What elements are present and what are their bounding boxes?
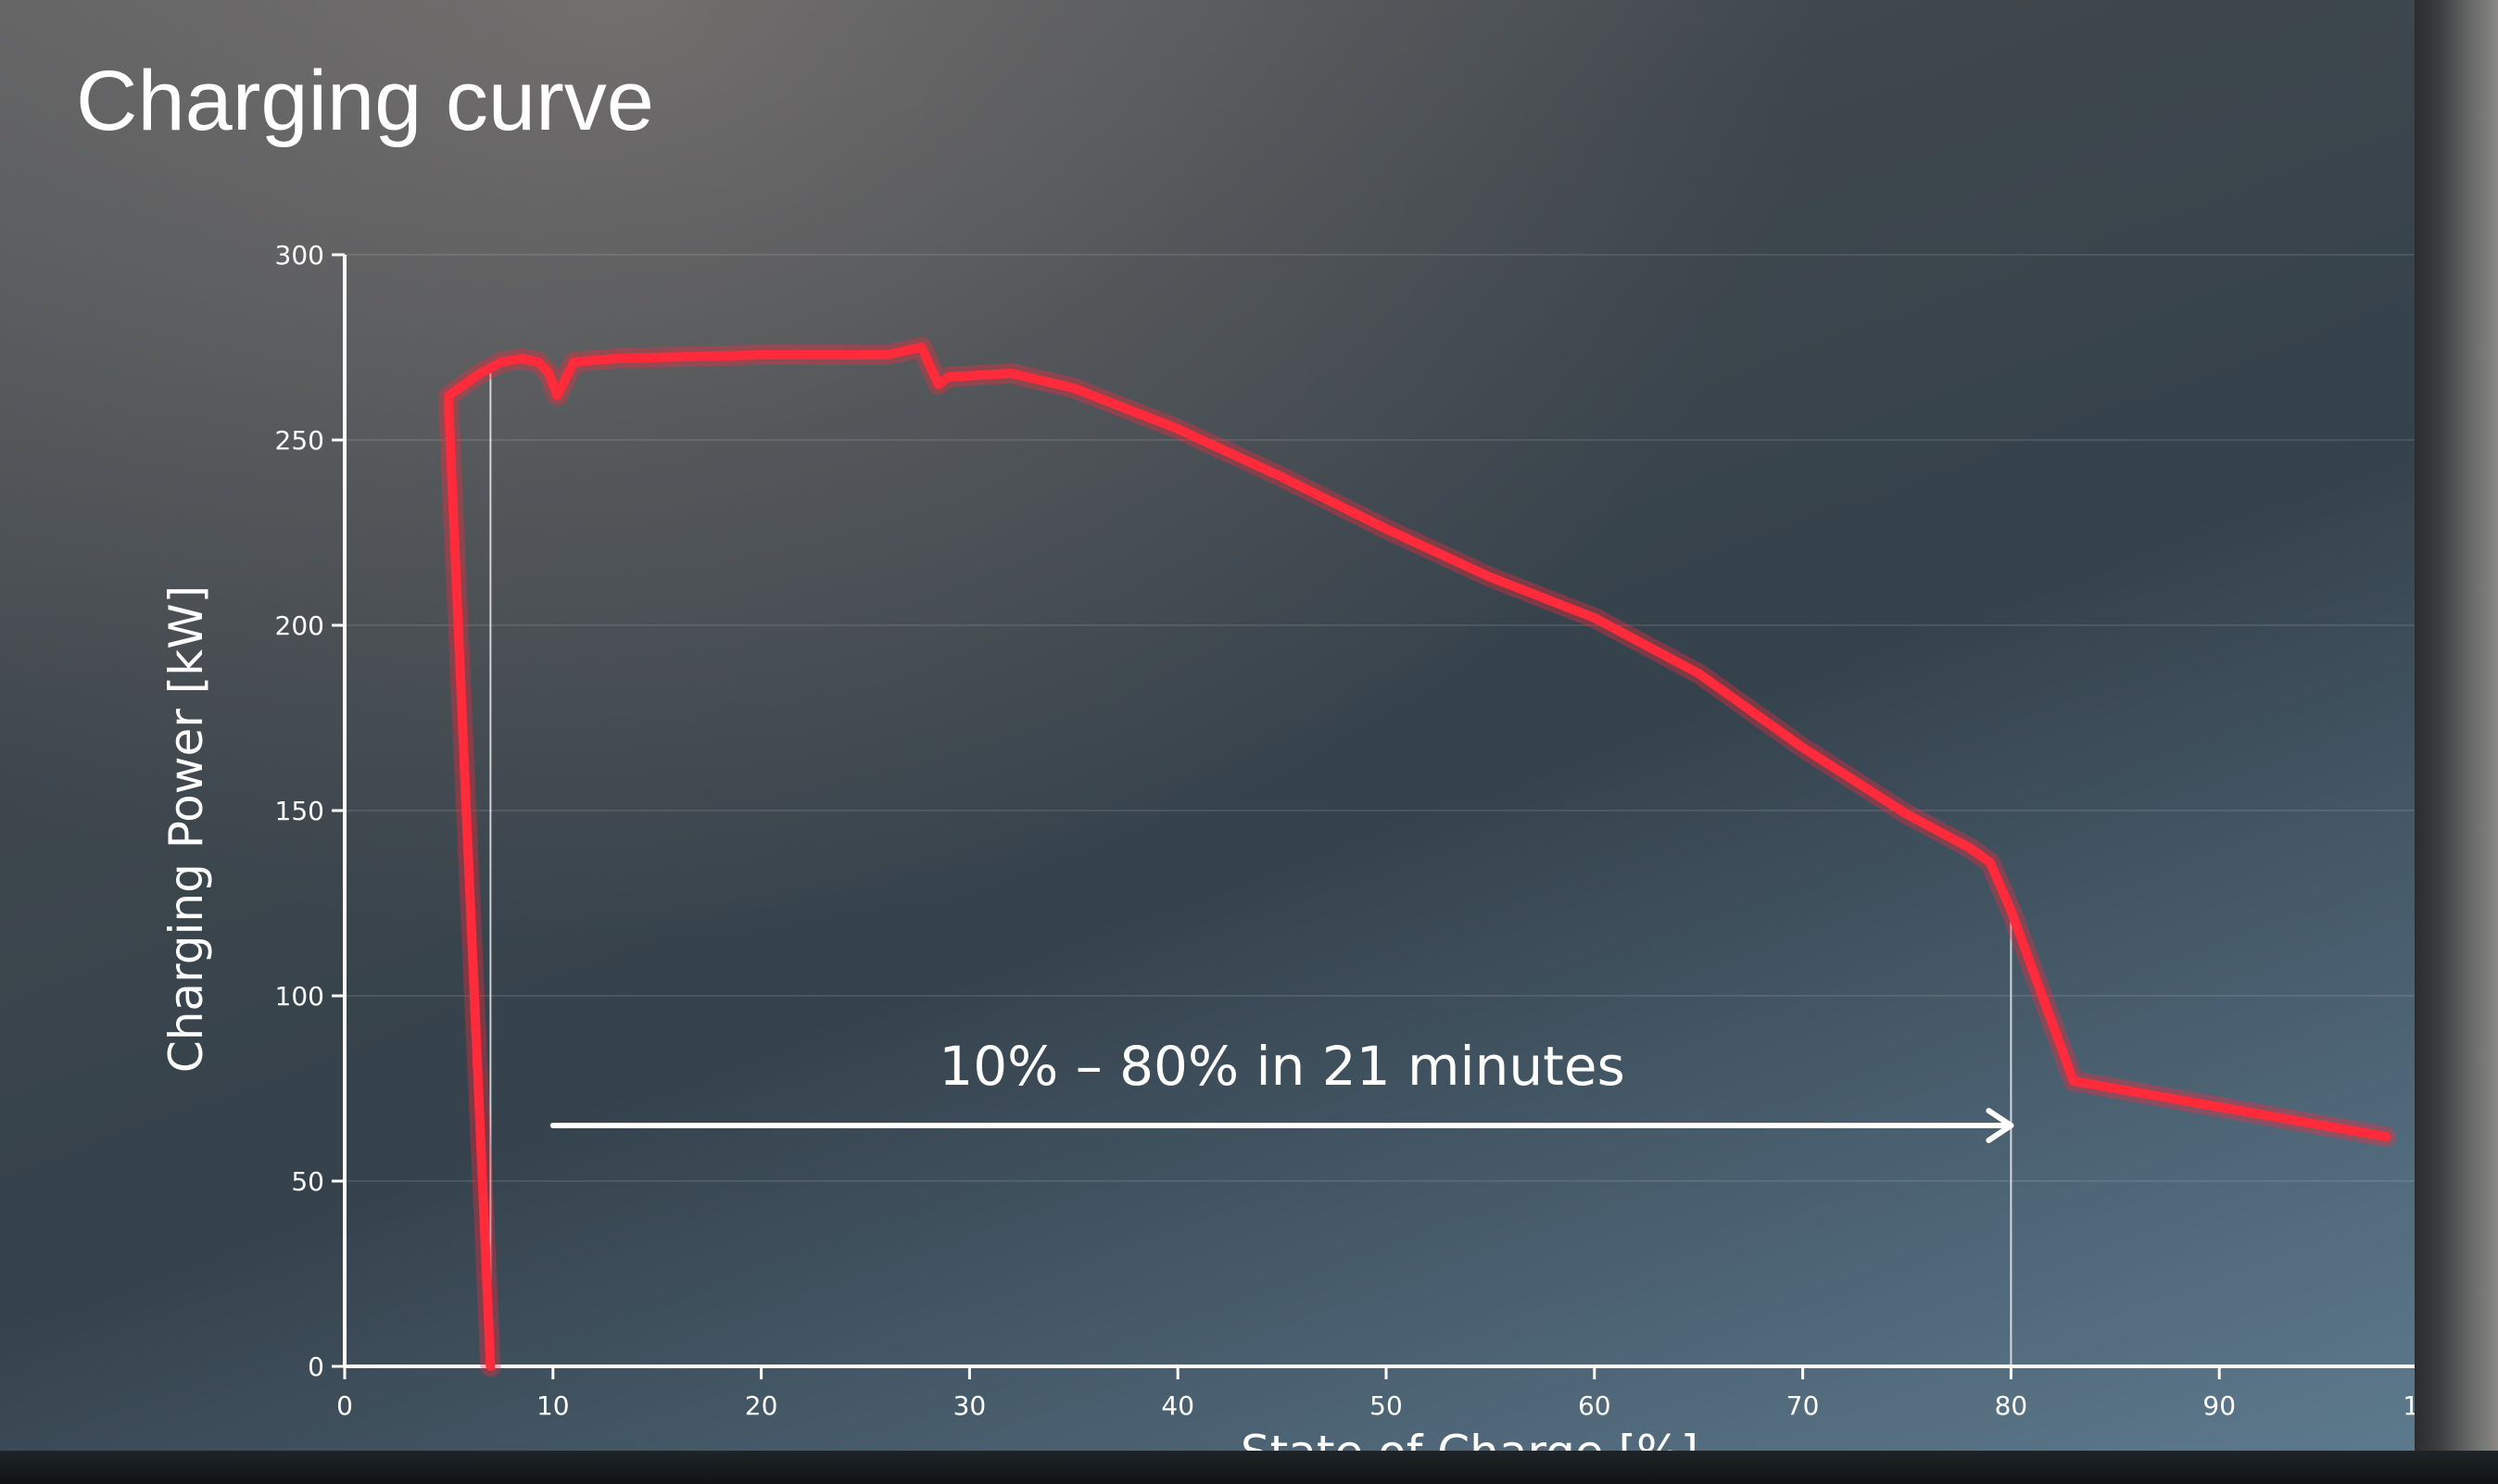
x-tick-label-70: 70: [1786, 1390, 1820, 1421]
arrow-head: [1986, 1108, 2014, 1143]
gridlines: [345, 254, 2428, 1182]
x-tick-label-60: 60: [1578, 1390, 1611, 1421]
axis-ticks: 0501001502002503000102030405060708090100: [275, 240, 2453, 1421]
y-tick-label-300: 300: [275, 240, 324, 270]
screen-bezel-bottom: [0, 1451, 2498, 1484]
x-tick-label-50: 50: [1369, 1390, 1403, 1421]
x-tick-label-10: 10: [536, 1390, 570, 1421]
y-axis-label: Charging Power [kW]: [159, 585, 213, 1073]
y-tick-label-50: 50: [291, 1166, 324, 1197]
annotation-label: 10% – 80% in 21 minutes: [939, 1035, 1624, 1098]
series-line-glow-0: [438, 337, 2396, 1377]
y-tick-label-200: 200: [275, 610, 324, 641]
annotation-guides: [489, 373, 2012, 1366]
y-tick-label-0: 0: [308, 1352, 324, 1382]
screen-bezel-right: [2415, 0, 2498, 1484]
chart-title: Charging curve: [76, 54, 654, 148]
y-tick-label-150: 150: [275, 796, 324, 826]
x-tick-label-80: 80: [1995, 1390, 2028, 1421]
annotation-arrow: [549, 1108, 2014, 1143]
x-tick-label-0: 0: [336, 1390, 353, 1421]
x-tick-label-40: 40: [1161, 1390, 1194, 1421]
charging-curve-series: [438, 337, 2396, 1377]
x-tick-label-20: 20: [745, 1390, 778, 1421]
x-tick-label-90: 90: [2202, 1390, 2236, 1421]
series-line-0: [444, 343, 2391, 1371]
y-tick-label-100: 100: [275, 981, 324, 1012]
x-tick-label-30: 30: [953, 1390, 987, 1421]
y-tick-label-250: 250: [275, 425, 324, 456]
